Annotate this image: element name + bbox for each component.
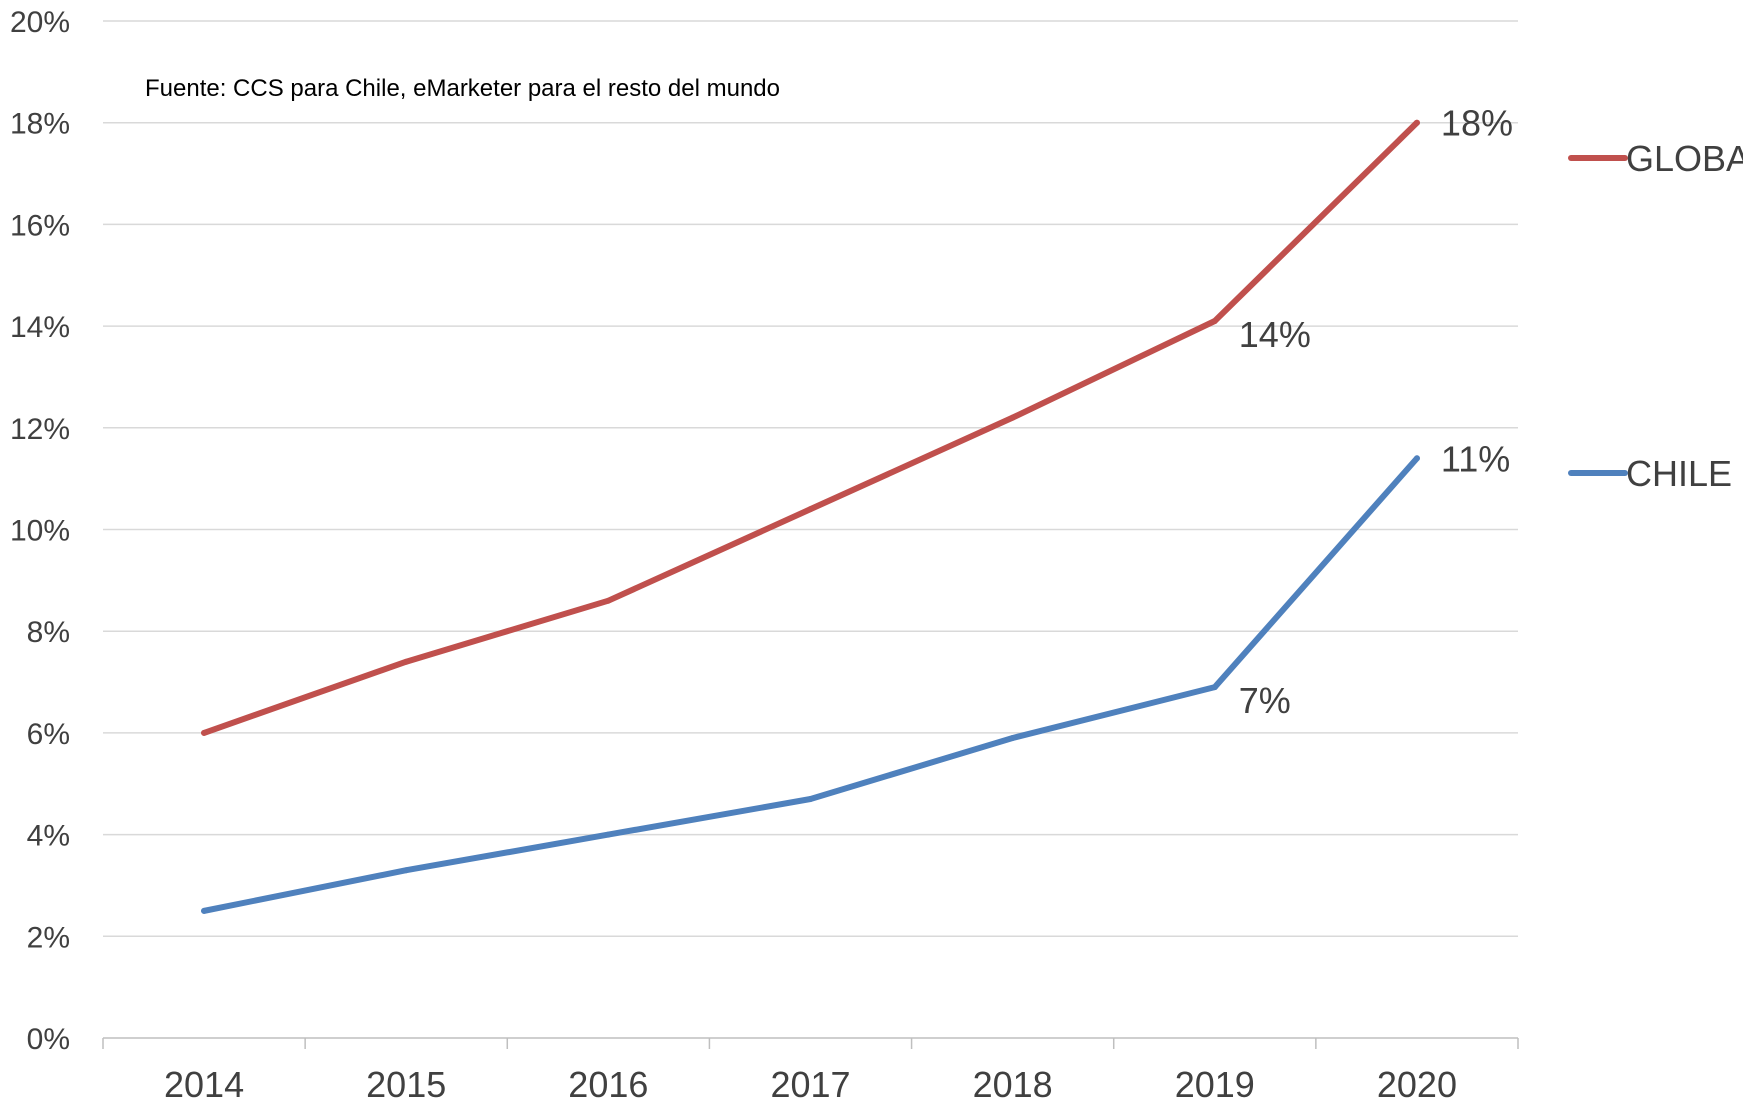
data-point-chile bbox=[807, 796, 814, 803]
y-axis-ticks: 0% 2% 4% 6% 8% 10% 12% 14% 16% 18% 20% bbox=[10, 6, 70, 1056]
x-tick-label: 2016 bbox=[568, 1064, 648, 1105]
y-tick-label: 14% bbox=[10, 311, 70, 344]
y-tick-label: 12% bbox=[10, 413, 70, 446]
data-point-chile bbox=[1413, 455, 1420, 462]
data-point-global bbox=[1413, 119, 1420, 126]
legend-label-global: GLOBAL bbox=[1626, 138, 1743, 179]
y-tick-label: 4% bbox=[27, 820, 70, 853]
x-axis bbox=[102, 1037, 1519, 1049]
x-tick-label: 2017 bbox=[770, 1064, 850, 1105]
data-label-global: 14% bbox=[1239, 314, 1311, 355]
data-point-global bbox=[605, 597, 612, 604]
gridlines bbox=[103, 20, 1518, 938]
source-annotation: Fuente: CCS para Chile, eMarketer para e… bbox=[145, 75, 780, 102]
x-axis-ticks: 2014 2015 2016 2017 2018 2019 2020 bbox=[164, 1064, 1457, 1105]
y-tick-label: 10% bbox=[10, 515, 70, 548]
data-point-chile bbox=[201, 907, 208, 914]
y-tick-label: 6% bbox=[27, 718, 70, 751]
data-point-chile bbox=[605, 831, 612, 838]
x-tick-label: 2014 bbox=[164, 1064, 244, 1105]
series-lines bbox=[201, 119, 1420, 914]
data-point-chile bbox=[1009, 734, 1016, 741]
data-point-chile bbox=[1211, 684, 1218, 691]
series-line-chile bbox=[201, 455, 1420, 914]
data-label-chile: 7% bbox=[1239, 680, 1291, 721]
legend: GLOBAL CHILE bbox=[1568, 138, 1743, 494]
data-label-global: 18% bbox=[1441, 103, 1513, 144]
x-tick-label: 2020 bbox=[1377, 1064, 1457, 1105]
y-tick-label: 16% bbox=[10, 209, 70, 242]
y-tick-label: 18% bbox=[10, 108, 70, 141]
x-tick-label: 2019 bbox=[1175, 1064, 1255, 1105]
data-point-global bbox=[403, 658, 410, 665]
data-point-global bbox=[1009, 414, 1016, 421]
y-tick-label: 2% bbox=[27, 921, 70, 954]
data-point-global bbox=[1211, 318, 1218, 325]
x-tick-label: 2015 bbox=[366, 1064, 446, 1105]
y-tick-label: 20% bbox=[10, 6, 70, 39]
y-tick-label: 0% bbox=[27, 1023, 70, 1056]
y-tick-label: 8% bbox=[27, 616, 70, 649]
data-labels: 14% 18% 7% 11% bbox=[1239, 103, 1513, 721]
data-point-global bbox=[807, 506, 814, 513]
data-point-global bbox=[201, 729, 208, 736]
legend-label-chile: CHILE bbox=[1626, 453, 1732, 494]
x-tick-label: 2018 bbox=[973, 1064, 1053, 1105]
data-label-chile: 11% bbox=[1441, 438, 1510, 479]
data-point-chile bbox=[403, 867, 410, 874]
